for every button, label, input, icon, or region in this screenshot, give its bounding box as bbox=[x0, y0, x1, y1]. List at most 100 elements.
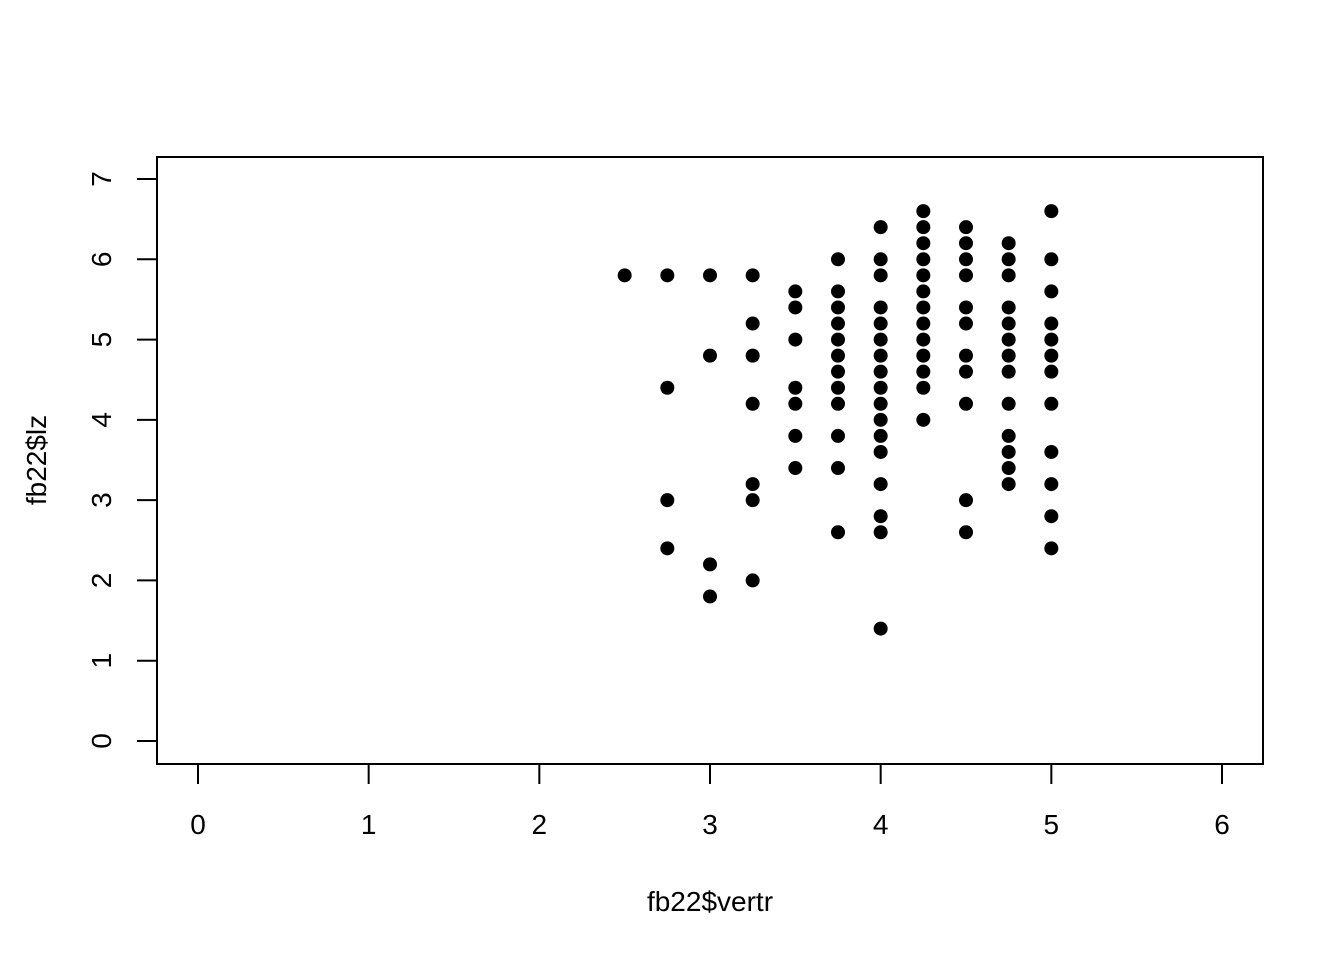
data-point bbox=[831, 284, 845, 299]
data-point bbox=[831, 348, 845, 363]
data-point bbox=[873, 525, 888, 540]
data-point bbox=[916, 252, 931, 267]
y-tick-label: 1 bbox=[86, 653, 117, 669]
data-point bbox=[959, 268, 973, 283]
x-axis: 0 1 2 3 4 5 6 bbox=[190, 763, 1230, 840]
x-tick-label: 2 bbox=[532, 809, 548, 840]
data-point bbox=[959, 220, 973, 235]
y-tick-label: 0 bbox=[86, 733, 117, 749]
data-point bbox=[873, 364, 888, 379]
data-point bbox=[745, 573, 760, 588]
data-point bbox=[1001, 396, 1016, 411]
data-point bbox=[788, 284, 803, 299]
data-point bbox=[1001, 236, 1016, 251]
data-point bbox=[831, 396, 845, 411]
data-point bbox=[1001, 444, 1016, 459]
data-point bbox=[703, 348, 717, 363]
data-point bbox=[873, 621, 888, 636]
y-axis-label: fb22$lz bbox=[21, 415, 52, 505]
y-tick-label: 2 bbox=[86, 573, 117, 589]
data-point bbox=[788, 461, 803, 476]
data-point bbox=[873, 380, 888, 395]
y-tick-label: 5 bbox=[86, 332, 117, 348]
x-axis-label: fb22$vertr bbox=[647, 886, 773, 917]
data-point bbox=[1044, 284, 1059, 299]
data-point bbox=[1001, 364, 1016, 379]
data-point bbox=[831, 380, 845, 395]
data-point bbox=[1044, 316, 1059, 331]
data-point bbox=[831, 525, 845, 540]
x-tick-label: 5 bbox=[1044, 809, 1060, 840]
data-point bbox=[959, 252, 973, 267]
data-point bbox=[1044, 509, 1059, 524]
data-point bbox=[1001, 477, 1016, 492]
data-point bbox=[873, 316, 888, 331]
data-point bbox=[788, 380, 803, 395]
data-point bbox=[831, 300, 845, 315]
data-point bbox=[831, 364, 845, 379]
data-point bbox=[660, 268, 675, 283]
data-point bbox=[745, 396, 760, 411]
data-point bbox=[959, 300, 973, 315]
data-point bbox=[916, 220, 931, 235]
x-tick-label: 3 bbox=[702, 809, 718, 840]
data-point bbox=[1044, 477, 1059, 492]
data-point bbox=[703, 557, 717, 572]
data-point bbox=[959, 525, 973, 540]
data-point bbox=[959, 348, 973, 363]
data-point bbox=[916, 364, 931, 379]
data-point bbox=[745, 316, 760, 331]
data-point bbox=[1001, 252, 1016, 267]
data-point bbox=[916, 380, 931, 395]
data-point bbox=[745, 493, 760, 508]
data-point bbox=[873, 396, 888, 411]
data-point bbox=[916, 412, 931, 427]
data-point bbox=[1001, 316, 1016, 331]
data-point bbox=[831, 428, 845, 443]
data-point bbox=[831, 252, 845, 267]
data-point bbox=[916, 268, 931, 283]
data-point bbox=[959, 236, 973, 251]
data-point bbox=[916, 204, 931, 219]
data-point bbox=[873, 300, 888, 315]
data-point bbox=[959, 316, 973, 331]
data-point bbox=[1044, 252, 1059, 267]
y-tick-label: 4 bbox=[86, 412, 117, 428]
data-point bbox=[916, 332, 931, 347]
data-point bbox=[1001, 348, 1016, 363]
data-point bbox=[959, 364, 973, 379]
data-point bbox=[873, 268, 888, 283]
data-point bbox=[660, 541, 675, 556]
data-point bbox=[1001, 268, 1016, 283]
data-point bbox=[788, 332, 803, 347]
data-point bbox=[831, 332, 845, 347]
data-point bbox=[916, 300, 931, 315]
data-point bbox=[873, 348, 888, 363]
y-tick-label: 3 bbox=[86, 492, 117, 508]
y-axis: 0 1 2 3 4 5 6 7 bbox=[86, 171, 158, 749]
data-points bbox=[617, 204, 1059, 636]
data-point bbox=[745, 268, 760, 283]
data-point bbox=[916, 316, 931, 331]
data-point bbox=[873, 220, 888, 235]
x-tick-label: 6 bbox=[1214, 809, 1230, 840]
data-point bbox=[1044, 332, 1059, 347]
y-tick-label: 6 bbox=[86, 251, 117, 267]
data-point bbox=[1044, 364, 1059, 379]
data-point bbox=[1044, 204, 1059, 219]
data-point bbox=[959, 493, 973, 508]
data-point bbox=[916, 284, 931, 299]
data-point bbox=[1001, 461, 1016, 476]
data-point bbox=[1044, 348, 1059, 363]
data-point bbox=[788, 300, 803, 315]
data-point bbox=[873, 412, 888, 427]
data-point bbox=[617, 268, 632, 283]
data-point bbox=[916, 236, 931, 251]
data-point bbox=[660, 493, 675, 508]
y-tick-label: 7 bbox=[86, 171, 117, 187]
data-point bbox=[660, 380, 675, 395]
data-point bbox=[873, 509, 888, 524]
data-point bbox=[1001, 332, 1016, 347]
data-point bbox=[1001, 428, 1016, 443]
